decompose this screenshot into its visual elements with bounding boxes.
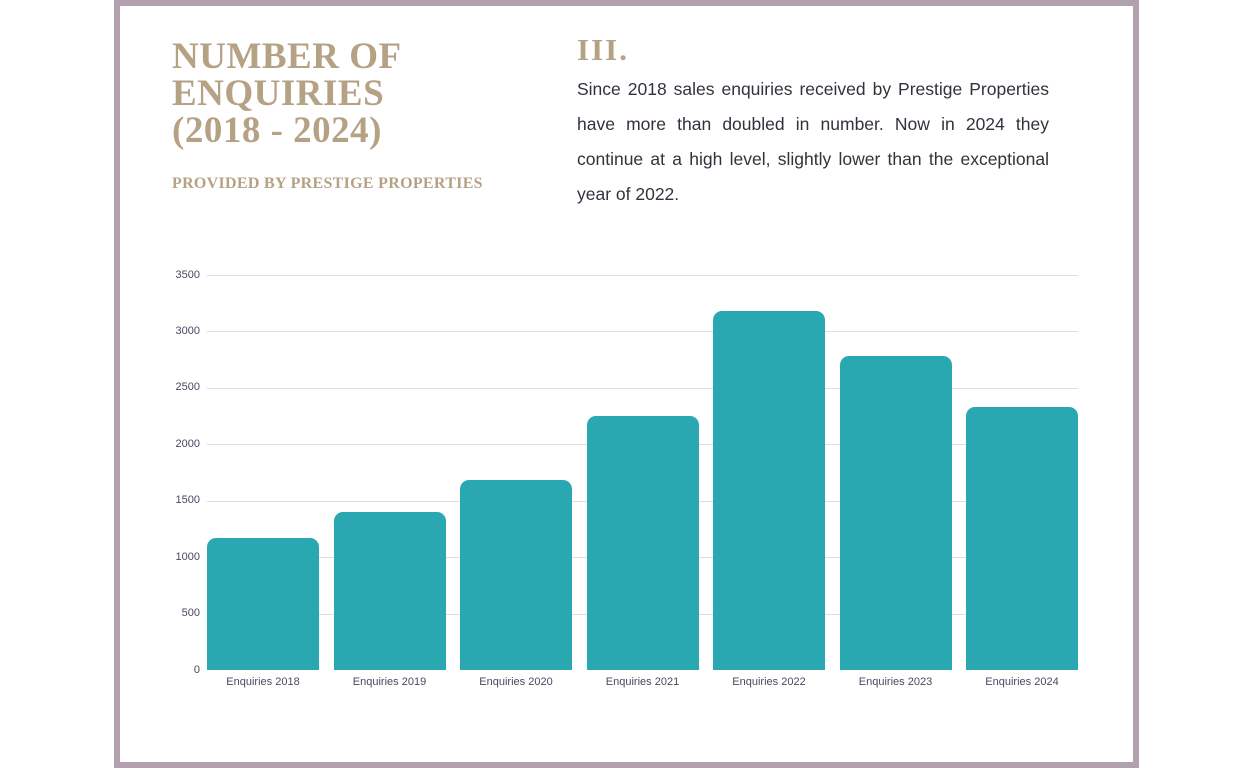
y-tick-label-1500: 1500 xyxy=(175,494,200,507)
bar-enquiries-2022: Enquiries 2022 xyxy=(713,311,825,688)
x-tick-label-enquiries-2023: Enquiries 2023 xyxy=(858,676,933,688)
x-tick-label-enquiries-2018: Enquiries 2018 xyxy=(226,676,300,688)
x-tick-label-enquiries-2020: Enquiries 2020 xyxy=(479,676,553,688)
bar-enquiries-2019: Enquiries 2019 xyxy=(333,512,446,688)
bar-enquiries-2023: Enquiries 2023 xyxy=(839,356,952,688)
bar-enquiries-2021: Enquiries 2021 xyxy=(586,416,699,688)
x-tick-label-enquiries-2019: Enquiries 2019 xyxy=(352,676,427,688)
gridline-3000 xyxy=(207,331,1078,333)
y-axis-labels: 0 500 1000 1500 2000 2500 3000 3500 xyxy=(158,269,200,676)
bar-chart-plot-area: Enquiries 2018 Enquiries 2019 Enquiries 20… xyxy=(207,275,1078,688)
gridline-2500 xyxy=(207,387,1078,389)
y-tick-label-3000: 3000 xyxy=(175,324,200,337)
y-tick-label-500: 500 xyxy=(181,607,200,620)
x-tick-label-enquiries-2022: Enquiries 2022 xyxy=(732,676,806,688)
slide-subtitle: PROVIDED BY PRESTIGE PROPERTIES xyxy=(172,175,483,192)
y-tick-label-2500: 2500 xyxy=(175,381,200,394)
y-tick-label-2000: 2000 xyxy=(175,437,200,450)
y-tick-label-1000: 1000 xyxy=(175,550,200,563)
gridline-3500 xyxy=(207,275,1078,276)
bar-enquiries-2020: Enquiries 2020 xyxy=(460,480,572,688)
slide-title: NUMBER OF ENQUIRIES (2018 - 2024) xyxy=(172,36,402,151)
section-paragraph: Since 2018 sales enquiries received by P… xyxy=(577,79,1049,204)
x-tick-label-enquiries-2024: Enquiries 2024 xyxy=(985,676,1059,688)
bar-enquiries-2024: Enquiries 2024 xyxy=(966,407,1078,688)
bar-enquiries-2018: Enquiries 2018 xyxy=(207,537,319,688)
y-tick-label-3500: 3500 xyxy=(175,268,200,281)
section-numeral: III. xyxy=(577,32,629,67)
x-tick-label-enquiries-2021: Enquiries 2021 xyxy=(605,676,680,688)
y-tick-label-0: 0 xyxy=(193,663,200,676)
